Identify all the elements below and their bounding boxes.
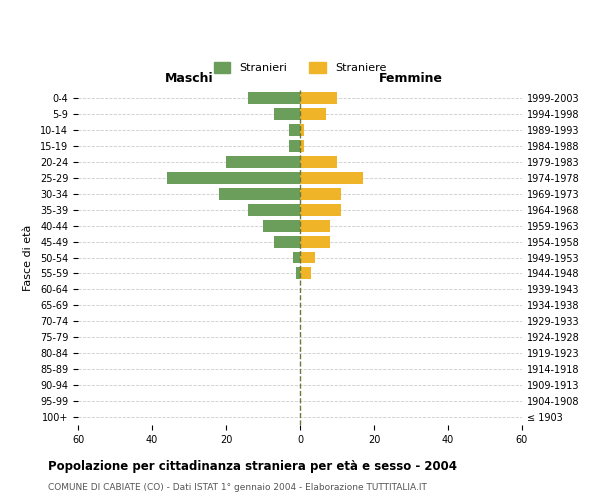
Bar	[218, 188, 300, 200]
Bar	[289, 124, 300, 136]
Bar	[300, 124, 304, 136]
Bar	[300, 236, 329, 248]
Text: COMUNE DI CABIATE (CO) - Dati ISTAT 1° gennaio 2004 - Elaborazione TUTTITALIA.IT: COMUNE DI CABIATE (CO) - Dati ISTAT 1° g…	[48, 482, 427, 492]
Bar	[263, 220, 300, 232]
Bar	[300, 108, 326, 120]
Y-axis label: Fasce di età: Fasce di età	[23, 224, 33, 290]
Legend: Stranieri, Straniere: Stranieri, Straniere	[209, 58, 391, 78]
Bar	[296, 268, 300, 280]
Bar	[300, 252, 315, 264]
Bar	[300, 140, 304, 152]
Bar	[226, 156, 300, 168]
Bar	[300, 188, 341, 200]
Y-axis label: Anni di nascita: Anni di nascita	[599, 216, 600, 298]
Bar	[300, 204, 341, 216]
Bar	[300, 268, 311, 280]
Bar	[293, 252, 300, 264]
Bar	[248, 204, 300, 216]
Bar	[274, 236, 300, 248]
Bar	[300, 92, 337, 104]
Bar	[300, 220, 329, 232]
Bar	[300, 172, 363, 184]
Bar	[248, 92, 300, 104]
Bar	[274, 108, 300, 120]
Bar	[167, 172, 300, 184]
Text: Popolazione per cittadinanza straniera per età e sesso - 2004: Popolazione per cittadinanza straniera p…	[48, 460, 457, 473]
Bar	[300, 156, 337, 168]
Bar	[289, 140, 300, 152]
